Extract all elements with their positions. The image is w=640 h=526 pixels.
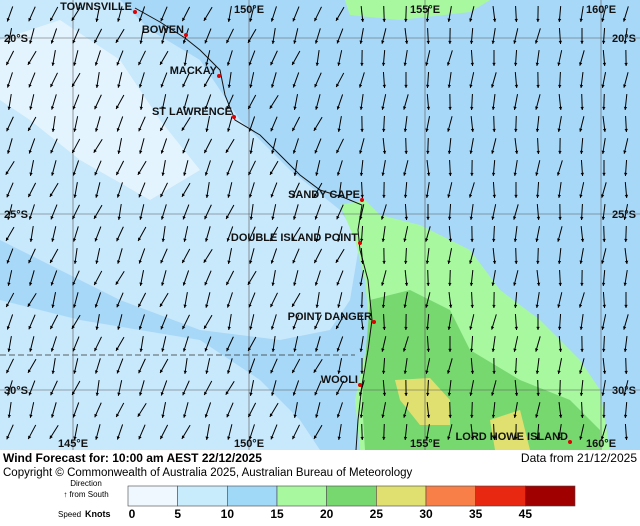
place-label: SANDY CAPE bbox=[288, 189, 360, 201]
lat-label: 20°S bbox=[612, 33, 636, 45]
lon-label: 145°E bbox=[58, 438, 88, 450]
legend-tick: 30 bbox=[419, 507, 433, 521]
lon-label: 150°E bbox=[234, 438, 264, 450]
map: 145°E 150°E 150°E 155°E 155°E 160°E 160°E 20°S 2… bbox=[0, 0, 640, 450]
legend-swatch bbox=[327, 486, 377, 506]
place-dot bbox=[360, 198, 364, 202]
copyright: Copyright © Commonwealth of Australia 20… bbox=[3, 467, 413, 479]
lat-label: 25°S bbox=[612, 209, 636, 221]
place-dot bbox=[372, 320, 376, 324]
data-date: Data from 21/12/2025 bbox=[521, 451, 637, 465]
place-label: POINT DANGER bbox=[288, 311, 372, 323]
place-label: DOUBLE ISLAND POINT bbox=[231, 232, 358, 244]
place-label: BOWEN bbox=[142, 24, 184, 36]
lat-label: 25°S bbox=[4, 209, 28, 221]
place-dot bbox=[568, 440, 572, 444]
legend-tick: 25 bbox=[370, 507, 384, 521]
lon-label: 150°E bbox=[234, 4, 264, 16]
units-label: Knots bbox=[85, 509, 111, 519]
direction-note: ↑ from South bbox=[63, 490, 108, 499]
lat-label: 20°S bbox=[4, 33, 28, 45]
place-label: WOOLI bbox=[321, 374, 358, 386]
legend-swatch bbox=[277, 486, 327, 506]
legend-tick: 20 bbox=[320, 507, 334, 521]
lon-label: 160°E bbox=[586, 4, 616, 16]
legend-tick: 0 bbox=[129, 507, 136, 521]
legend-tick: 10 bbox=[221, 507, 235, 521]
legend-swatch bbox=[128, 486, 178, 506]
lat-label: 30°S bbox=[612, 385, 636, 397]
place-dot bbox=[184, 33, 188, 37]
legend-swatch bbox=[376, 486, 426, 506]
speed-label: Speed bbox=[58, 510, 81, 519]
lon-label: 160°E bbox=[586, 438, 616, 450]
legend-tick: 15 bbox=[270, 507, 284, 521]
place-dot bbox=[133, 10, 137, 14]
legend-tick: 5 bbox=[174, 507, 181, 521]
lat-label: 30°S bbox=[4, 385, 28, 397]
legend-swatch bbox=[525, 486, 575, 506]
legend-swatch bbox=[178, 486, 228, 506]
lon-label: 155°E bbox=[410, 438, 440, 450]
place-label: MACKAY bbox=[170, 65, 218, 77]
legend-tick: 35 bbox=[469, 507, 483, 521]
lon-label: 155°E bbox=[410, 4, 440, 16]
place-label: TOWNSVILLE bbox=[60, 1, 132, 13]
place-dot bbox=[217, 74, 221, 78]
forecast-title: Wind Forecast for: 10:00 am AEST 22/12/2… bbox=[3, 451, 262, 465]
place-dot bbox=[358, 241, 362, 245]
legend-swatch bbox=[426, 486, 476, 506]
place-label: LORD HOWE ISLAND bbox=[456, 431, 568, 443]
place-dot bbox=[232, 115, 236, 119]
direction-label: Direction bbox=[70, 479, 102, 488]
legend: 0 5 10 15 20 25 30 35 45 bbox=[128, 486, 575, 521]
place-label: ST LAWRENCE bbox=[152, 106, 232, 118]
legend-tick: 45 bbox=[519, 507, 533, 521]
legend-swatch bbox=[476, 486, 526, 506]
place-dot bbox=[358, 383, 362, 387]
legend-swatch bbox=[227, 486, 277, 506]
